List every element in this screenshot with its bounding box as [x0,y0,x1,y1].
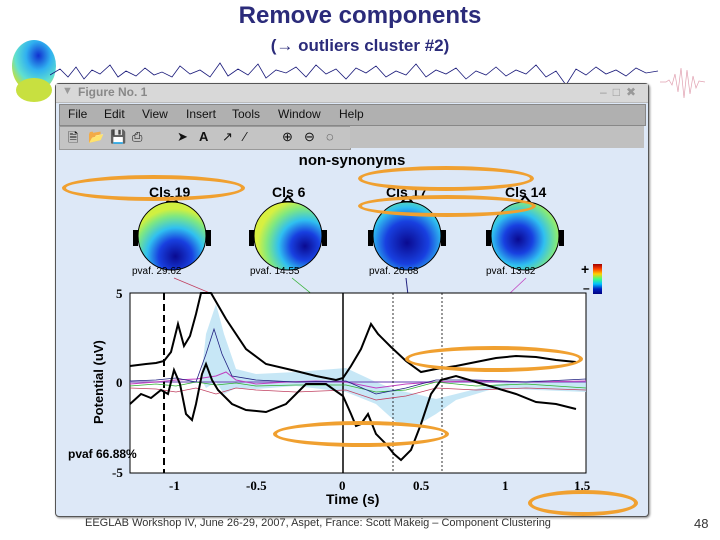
save-icon[interactable]: 💾 [110,129,127,144]
annotation-ellipse-axis [528,490,638,516]
menu-file[interactable]: File [68,107,88,121]
window-title: Figure No. 1 [78,85,148,99]
maximize-icon[interactable]: □ [612,85,626,99]
annotation-ellipse-cls17-14 [358,195,536,217]
menu-tools[interactable]: Tools [232,107,261,121]
pvaf-6: pvaf. 14.55 [250,266,300,277]
component-label-14: Cls 14 [505,184,547,200]
new-file-icon[interactable]: 🗎 [68,130,79,145]
xtick-0: 0 [339,478,346,493]
menu-bar: File Edit View Insert Tools Window Help [59,104,646,126]
annotation-ellipse-upper-trace [405,346,583,372]
wavelet-decoration [660,67,705,99]
annotation-ellipse-cls19 [62,175,245,201]
close-icon[interactable]: ✖ [625,85,642,99]
erp-plot: 5 0 -5 -1 -0.5 0 0.5 1 1.5 Time (s) Pote… [68,277,591,507]
y-axis-label: Potential (uV) [91,340,106,424]
pvaf-14: pvaf. 13.82 [486,266,536,277]
colorbar [593,264,602,294]
window-menu-chevron-icon[interactable]: ▼ [62,85,73,97]
ytick-neg5: -5 [112,465,123,480]
scalp-maps [133,196,564,271]
pvaf-17: pvaf. 20.68 [369,266,419,277]
page-number: 48 [694,516,709,531]
slide-title: Remove components [238,2,482,29]
scalp-map-14 [486,196,564,271]
zoom-in-icon[interactable]: ⊕ [282,129,293,144]
xtick-neg05: -0.5 [246,478,267,493]
x-axis-label: Time (s) [326,491,379,507]
component-label-6: Cls 6 [272,184,306,200]
print-icon[interactable]: ⎙ [132,129,143,144]
slide-subtitle: (→ outliers cluster #2) [270,36,450,55]
eeg-trace-decoration [50,62,659,86]
xtick-neg1: -1 [169,478,180,493]
line-insert-icon[interactable]: ∕ [244,129,247,144]
ytick-0: 0 [116,375,123,390]
figure-toolbar: 🗎 📂 💾 ⎙ ➤ A ↗ ∕ ⊕ ⊖ ◌ [59,126,351,150]
xtick-05: 0.5 [413,478,430,493]
pointer-arrow-icon[interactable]: ➤ [177,129,188,144]
menu-window[interactable]: Window [278,107,321,121]
rotate-icon[interactable]: ◌ [326,129,334,144]
scalp-map-19 [133,196,211,271]
toolbar-spacer [350,126,644,148]
zoom-out-icon[interactable]: ⊖ [304,129,315,144]
pvaf-annotation: pvaf 66.88% [68,447,137,461]
ytick-5: 5 [116,286,123,301]
colorbar-plus: + [581,261,590,277]
menu-insert[interactable]: Insert [186,107,217,121]
menu-help[interactable]: Help [339,107,364,121]
pvaf-19: pvaf. 29.62 [132,266,182,277]
annotation-ellipse-top [358,166,534,191]
open-folder-icon[interactable]: 📂 [88,129,105,144]
slide-footer: EEGLAB Workshop IV, June 26-29, 2007, As… [85,517,551,529]
xtick-1: 1 [502,478,509,493]
text-insert-icon[interactable]: A [199,129,209,144]
3d-head-icon [12,40,56,102]
menu-view[interactable]: View [142,107,168,121]
window-controls[interactable]: –□✖ [600,85,642,99]
menu-edit[interactable]: Edit [104,107,125,121]
annotation-ellipse-lower-trace [273,421,449,447]
colorbar-minus: – [583,281,590,295]
figure-title: non-synonyms [298,152,406,169]
matlab-figure-window: ▼ Figure No. 1 –□✖ File Edit View Insert… [55,83,649,517]
arrow-insert-icon[interactable]: ↗ [222,129,233,144]
scalp-map-6 [249,196,327,271]
minimize-icon[interactable]: – [600,85,613,99]
window-titlebar[interactable]: ▼ Figure No. 1 –□✖ [56,84,648,103]
